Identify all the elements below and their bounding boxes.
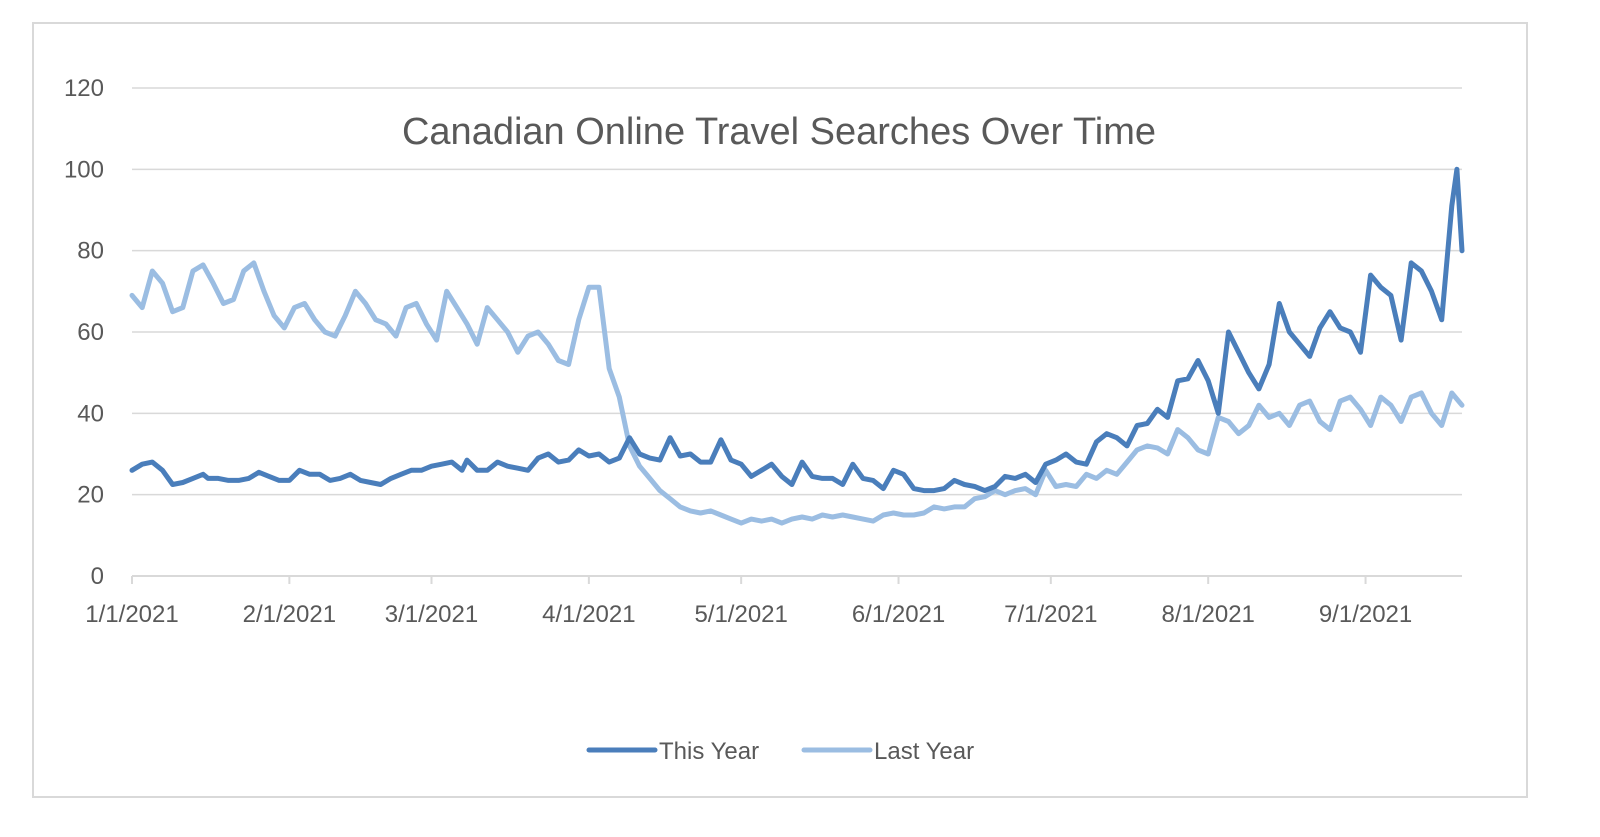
chart-title: Canadian Online Travel Searches Over Tim…	[402, 111, 1156, 153]
legend-label: This Year	[659, 738, 759, 765]
y-tick-label: 80	[77, 238, 104, 265]
x-axis-tick-labels: 1/1/2021 2/1/2021 3/1/2021 4/1/2021 5/1/2021…	[85, 601, 1412, 628]
series-line-this-year	[129, 166, 1465, 494]
legend: This Year Last Year	[586, 738, 974, 765]
y-tick-label: 0	[91, 563, 104, 590]
y-tick-label: 100	[64, 156, 104, 183]
legend-label: Last Year	[874, 738, 974, 765]
y-tick-label: 120	[64, 75, 104, 102]
y-tick-label: 40	[77, 400, 104, 427]
line-chart: 0 20 40 60 80 100 120 1/1/2021 2/1/2021 3/1/2021…	[64, 75, 1465, 765]
x-tick-label: 8/1/2021	[1161, 601, 1254, 628]
x-tick-label: 7/1/2021	[1004, 601, 1097, 628]
y-tick-label: 60	[77, 319, 104, 346]
chart-frame: 0 20 40 60 80 100 120 1/1/2021 2/1/2021 3/1/2021…	[32, 22, 1528, 798]
x-tick-label: 2/1/2021	[243, 601, 336, 628]
x-tick-label: 1/1/2021	[85, 601, 178, 628]
x-tick-label: 9/1/2021	[1319, 601, 1412, 628]
x-tick-label: 3/1/2021	[385, 601, 478, 628]
gridlines	[132, 87, 1462, 496]
x-axis	[131, 575, 1462, 584]
y-axis-tick-labels: 0 20 40 60 80 100 120	[64, 75, 104, 590]
series-line-last-year	[129, 260, 1465, 526]
series-lines	[129, 166, 1465, 526]
x-tick-label: 4/1/2021	[542, 601, 635, 628]
x-tick-label: 6/1/2021	[852, 601, 945, 628]
x-tick-label: 5/1/2021	[694, 601, 787, 628]
y-tick-label: 20	[77, 482, 104, 509]
